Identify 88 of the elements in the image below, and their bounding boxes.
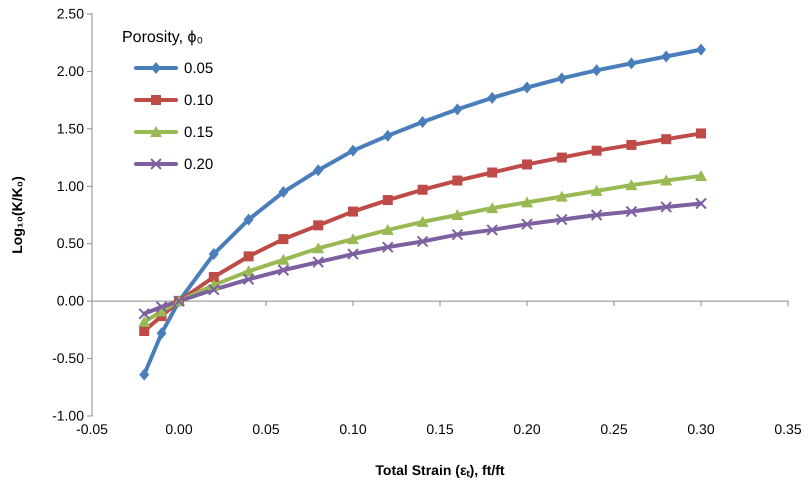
point [556, 190, 568, 202]
point [452, 176, 462, 186]
point [486, 224, 498, 236]
point [313, 164, 324, 176]
point [661, 134, 672, 144]
point [416, 216, 429, 227]
point [382, 195, 393, 206]
point [592, 146, 602, 156]
x-tick-label: 0.15 [426, 420, 454, 437]
point [278, 234, 288, 244]
point [416, 235, 429, 248]
point [626, 57, 636, 70]
point [452, 103, 462, 116]
point [695, 198, 707, 210]
point [208, 272, 219, 282]
point [156, 327, 167, 340]
point [382, 241, 394, 254]
point [521, 196, 533, 208]
y-tick-label: 2.50 [56, 5, 84, 22]
point [382, 130, 393, 142]
point [208, 284, 220, 296]
y-tick-label: 2.00 [56, 62, 84, 79]
y-tick-label: 0.00 [56, 292, 84, 309]
point [139, 326, 150, 336]
point [347, 248, 359, 260]
point [661, 50, 672, 62]
point [139, 368, 150, 381]
point [138, 308, 150, 320]
point [312, 256, 324, 268]
point [138, 316, 150, 327]
point [418, 116, 428, 128]
x-tick-label: -0.05 [76, 420, 108, 437]
point [278, 186, 288, 198]
point [626, 140, 636, 150]
legend-title: Porosity, ϕ₀ [122, 29, 204, 46]
point [660, 174, 672, 186]
point [556, 72, 567, 84]
x-tick-label: 0.10 [339, 420, 367, 437]
legend-label: 0.15 [184, 124, 214, 141]
point [695, 170, 707, 181]
point [696, 128, 706, 138]
point [556, 214, 568, 226]
x-tick-label: 0.05 [252, 420, 280, 437]
point [451, 228, 464, 241]
x-axis-title: Total Strain (εₜ), ft/ft [375, 462, 505, 478]
y-tick-label: 1.00 [56, 178, 84, 194]
legend-label: 0.20 [184, 156, 214, 173]
point [625, 206, 638, 218]
point [522, 82, 532, 94]
point [244, 251, 254, 262]
point [660, 200, 672, 213]
point [382, 224, 394, 235]
point [348, 144, 358, 157]
x-tick-label: 0.30 [687, 420, 715, 437]
x-tick-label: 0.25 [600, 420, 628, 437]
point [556, 152, 567, 163]
point [486, 202, 498, 214]
point [487, 92, 498, 104]
x-tick-label: 0.00 [165, 420, 193, 437]
y-tick-label: -0.50 [52, 350, 84, 366]
y-axis-title: Log₁₀(K/K₀) [9, 176, 25, 254]
point [347, 233, 359, 244]
point [696, 44, 706, 56]
point [277, 264, 290, 276]
point [348, 206, 358, 217]
legend-label: 0.10 [184, 92, 214, 109]
point [625, 179, 638, 190]
legend-label: 0.05 [184, 60, 214, 77]
point [242, 273, 255, 286]
point [521, 218, 533, 230]
point [418, 184, 428, 195]
point [313, 220, 324, 230]
x-tick-label: 0.35 [774, 420, 802, 437]
y-tick-label: -1.00 [52, 407, 84, 424]
point [277, 254, 290, 265]
y-tick-label: 0.50 [56, 235, 84, 252]
point [208, 248, 219, 260]
y-tick-label: 1.50 [56, 120, 84, 136]
point [590, 184, 603, 196]
point [522, 159, 532, 170]
x-tick-label: 0.20 [513, 420, 541, 437]
point [451, 209, 464, 220]
point [590, 209, 603, 221]
point [592, 64, 602, 76]
point [487, 168, 498, 178]
point [156, 300, 168, 313]
point [312, 242, 324, 254]
point [244, 214, 254, 226]
